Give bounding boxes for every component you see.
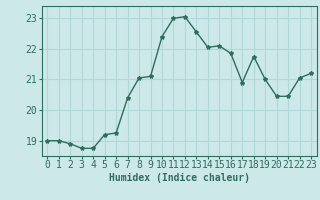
X-axis label: Humidex (Indice chaleur): Humidex (Indice chaleur) <box>109 173 250 183</box>
